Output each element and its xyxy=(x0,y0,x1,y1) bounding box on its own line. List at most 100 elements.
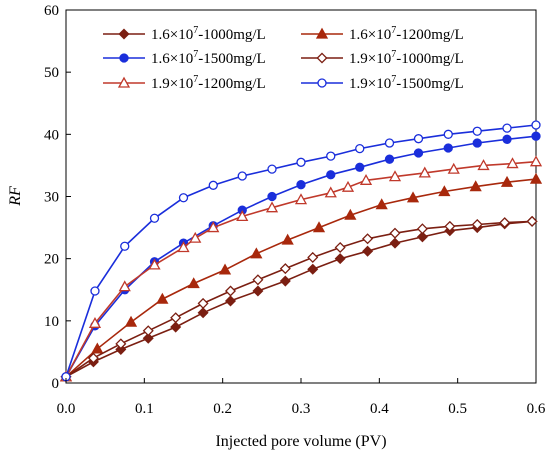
legend: 1.6×107-1000mg/L 1.6×107-1200mg/L 1.6×107-… xyxy=(103,25,464,92)
series-line xyxy=(65,220,533,378)
data-point xyxy=(296,157,306,167)
data-point xyxy=(375,198,388,210)
axis-layer: 0 10 20 30 40 50 60 0.0 0.1 0.2 0.3 0.4 0.5 0.6 xyxy=(44,3,546,417)
data-point xyxy=(115,338,127,350)
x-tick-label: 0.1 xyxy=(135,401,154,417)
legend-label: 1.6×107-1500mg/L xyxy=(151,49,266,67)
data-point xyxy=(506,157,519,169)
legend-marker xyxy=(316,52,328,64)
legend-label: 1.6×107-1000mg/L xyxy=(151,25,266,43)
data-point xyxy=(224,295,237,307)
data-point xyxy=(87,352,99,364)
data-point xyxy=(334,253,346,265)
data-point xyxy=(236,210,249,222)
data-point xyxy=(502,134,512,144)
legend-entry-2: 1.6×107-1200mg/L xyxy=(301,25,464,43)
data-point xyxy=(252,274,264,286)
x-tick-label: 0.6 xyxy=(527,401,546,417)
data-point xyxy=(148,258,161,270)
x-tick-label: 0.4 xyxy=(370,401,389,417)
data-point xyxy=(279,275,291,287)
x-axis-label: Injected pore volume (PV) xyxy=(215,433,386,450)
y-tick-label: 30 xyxy=(44,190,59,206)
data-point xyxy=(118,280,131,292)
data-point xyxy=(326,151,336,161)
legend-entry-4: 1.9×107-1000mg/L xyxy=(301,49,464,67)
data-point xyxy=(526,215,538,227)
data-point xyxy=(355,162,365,172)
data-point xyxy=(444,220,456,232)
data-point xyxy=(389,237,401,249)
data-point xyxy=(281,233,294,245)
data-point xyxy=(142,332,154,344)
data-point xyxy=(416,223,428,235)
data-point xyxy=(187,277,200,289)
legend-entry-5: 1.9×107-1200mg/L xyxy=(103,74,266,92)
data-point xyxy=(438,185,451,197)
y-tick-label: 0 xyxy=(52,376,60,392)
data-point xyxy=(447,162,460,174)
data-point xyxy=(499,217,511,229)
data-point xyxy=(178,193,189,203)
data-point xyxy=(502,123,512,133)
data-point xyxy=(279,263,291,275)
y-tick-label: 20 xyxy=(44,252,59,268)
data-point xyxy=(312,221,326,233)
data-point xyxy=(362,233,374,245)
data-point xyxy=(296,180,306,190)
data-point xyxy=(359,173,373,185)
data-point xyxy=(443,143,453,153)
legend-entry-3: 1.6×107-1500mg/L xyxy=(103,49,266,67)
data-point xyxy=(189,231,202,243)
x-tick-label: 0.0 xyxy=(57,401,76,417)
data-point xyxy=(156,292,169,304)
data-point xyxy=(267,191,277,202)
data-point xyxy=(531,120,541,130)
y-axis-label: RF xyxy=(7,186,24,207)
data-point xyxy=(90,286,100,296)
legend-label: 1.9×107-1200mg/L xyxy=(151,74,266,92)
data-point xyxy=(252,285,264,297)
x-tick-label: 0.3 xyxy=(292,401,311,417)
data-point xyxy=(529,172,543,184)
y-tick-label: 60 xyxy=(44,3,59,19)
data-point xyxy=(142,325,154,337)
data-point xyxy=(344,208,357,220)
legend-entry-1: 1.6×107-1000mg/L xyxy=(103,25,266,43)
data-point xyxy=(124,315,138,327)
data-point xyxy=(341,180,355,192)
data-point xyxy=(177,241,190,253)
data-point xyxy=(307,263,319,275)
data-point xyxy=(208,180,218,190)
series-2 xyxy=(59,172,543,382)
y-tick-label: 40 xyxy=(44,127,59,143)
legend-marker xyxy=(317,78,327,88)
legend-marker xyxy=(118,28,130,40)
data-point xyxy=(469,180,482,192)
data-point xyxy=(218,263,232,275)
data-point xyxy=(250,247,263,259)
data-point xyxy=(388,170,402,182)
series-4 xyxy=(60,215,538,383)
data-point xyxy=(149,213,160,223)
legend-marker xyxy=(119,53,129,63)
data-point xyxy=(384,154,395,164)
series-6 xyxy=(61,120,541,382)
data-point xyxy=(416,231,428,243)
series-line xyxy=(65,220,533,378)
legend-marker xyxy=(117,76,131,88)
data-point xyxy=(406,191,420,203)
y-tick-label: 50 xyxy=(44,65,59,81)
data-point xyxy=(224,285,237,297)
x-tick-label: 0.5 xyxy=(448,401,467,417)
data-point xyxy=(472,138,482,148)
series-layer xyxy=(59,120,543,383)
data-point xyxy=(294,193,308,205)
data-point xyxy=(197,297,209,309)
data-point xyxy=(362,245,374,257)
data-point xyxy=(443,129,453,139)
data-point xyxy=(265,201,279,213)
legend-label: 1.6×107-1200mg/L xyxy=(349,25,464,43)
series-1 xyxy=(60,215,538,383)
